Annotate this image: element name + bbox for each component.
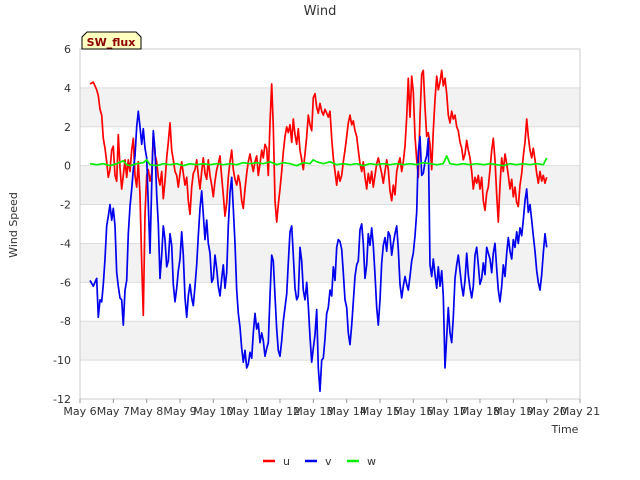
x-tick-label: May 9 (163, 405, 196, 418)
x-tick-label: May 15 (360, 405, 400, 418)
y-tick-label: -6 (60, 276, 71, 289)
legend-label-w: w (367, 455, 376, 468)
x-tick-label: May 17 (427, 405, 467, 418)
y-tick-label: 6 (64, 43, 71, 56)
legend: u v w (263, 455, 376, 468)
y-axis-ticks: -12 -10 -8 -6 -4 -2 0 2 4 6 (53, 43, 71, 406)
x-tick-label: May 8 (130, 405, 163, 418)
x-tick-label: May 19 (493, 405, 533, 418)
legend-label-u: u (283, 455, 290, 468)
y-tick-label: -12 (53, 393, 71, 406)
y-tick-label: 2 (64, 121, 71, 134)
series-line-v (89, 110, 548, 393)
y-tick-label: 0 (64, 160, 71, 173)
y-tick-label: -2 (60, 199, 71, 212)
y-tick-label: 4 (64, 82, 71, 95)
x-tick-label: May 20 (527, 405, 567, 418)
x-tick-label: May 7 (97, 405, 130, 418)
plot-bands (80, 49, 580, 399)
x-tick-label: May 21 (560, 405, 600, 418)
legend-label-v: v (325, 455, 332, 468)
plot-area (79, 48, 581, 400)
y-tick-label: -4 (60, 237, 71, 250)
y-axis-title: Wind Speed (7, 192, 20, 258)
x-tick-label: May 11 (227, 405, 267, 418)
x-tick-label: May 18 (460, 405, 500, 418)
chart-title: Wind (304, 4, 337, 19)
band-1 (80, 321, 580, 361)
series-line-w (89, 155, 548, 167)
x-axis-title: Time (551, 423, 579, 436)
sw-flux-badge: SW_flux (81, 31, 142, 50)
x-tick-label: May 13 (293, 405, 333, 418)
y-tick-label: -8 (60, 315, 71, 328)
series-lines (89, 69, 548, 393)
badge-box (81, 31, 142, 50)
x-tick-label: May 16 (393, 405, 433, 418)
x-tick-label: May 12 (260, 405, 300, 418)
y-tick-label: -10 (53, 354, 71, 367)
series-line-u (89, 69, 548, 317)
x-tick-label: May 14 (327, 405, 367, 418)
x-tick-label: May 10 (193, 405, 233, 418)
badge-label: SW_flux (87, 36, 136, 49)
x-tick-label: May 6 (63, 405, 96, 418)
